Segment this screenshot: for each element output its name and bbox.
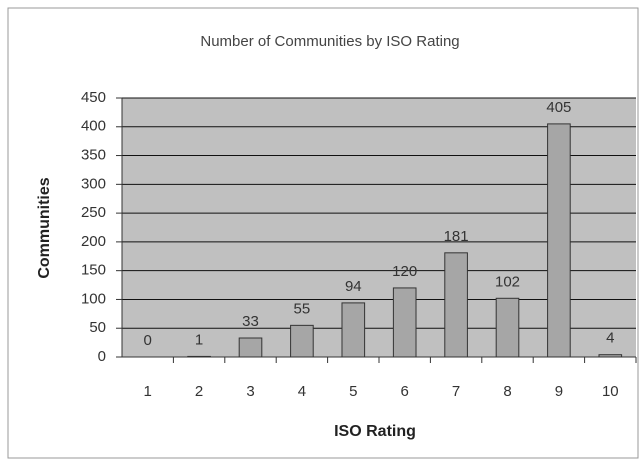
data-label: 4	[606, 330, 614, 347]
x-tick-label: 3	[246, 383, 254, 400]
y-tick-label: 250	[81, 204, 106, 221]
data-label: 1	[195, 331, 203, 348]
x-tick-label: 6	[401, 383, 409, 400]
y-tick-label: 150	[81, 262, 106, 279]
data-label: 33	[242, 313, 259, 330]
data-label: 405	[546, 99, 571, 116]
data-label: 102	[495, 273, 520, 290]
bar	[238, 337, 263, 358]
data-label: 55	[294, 300, 311, 317]
x-tick-label: 5	[349, 383, 357, 400]
y-tick-label: 200	[81, 233, 106, 250]
y-axis-title: Communities	[36, 177, 53, 278]
bar	[290, 324, 314, 358]
bar	[341, 302, 366, 358]
x-tick-label: 4	[298, 383, 306, 400]
x-axis-title: ISO Rating	[334, 423, 416, 440]
x-tick-label: 2	[195, 383, 203, 400]
bar	[444, 252, 468, 358]
data-label: 94	[345, 278, 362, 295]
data-label: 120	[392, 263, 417, 280]
bar	[495, 297, 520, 358]
y-tick-label: 100	[81, 290, 106, 307]
bar	[392, 287, 417, 358]
y-tick-label: 0	[98, 348, 106, 365]
x-tick-label: 1	[144, 383, 152, 400]
x-tick-label: 9	[555, 383, 563, 400]
x-tick-label: 8	[503, 383, 511, 400]
chart-title: Number of Communities by ISO Rating	[200, 33, 459, 50]
y-tick-label: 50	[89, 319, 106, 336]
y-tick-label: 300	[81, 175, 106, 192]
bar	[547, 123, 571, 358]
bar	[187, 355, 211, 358]
bar	[598, 354, 623, 358]
y-tick-label: 400	[81, 118, 106, 135]
data-label: 0	[144, 332, 152, 349]
x-tick-label: 7	[452, 383, 460, 400]
y-tick-label: 450	[81, 89, 106, 106]
data-label: 181	[444, 228, 469, 245]
x-tick-label: 10	[602, 383, 619, 400]
y-tick-label: 350	[81, 147, 106, 164]
